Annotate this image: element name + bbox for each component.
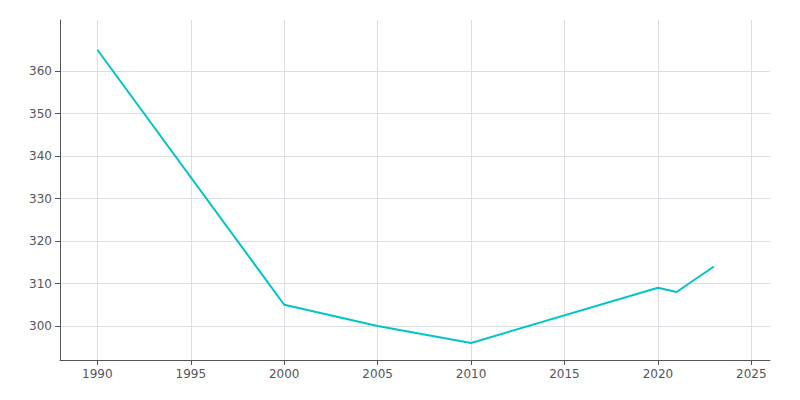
svg-text:2025: 2025: [736, 367, 767, 381]
svg-text:310: 310: [29, 277, 52, 291]
svg-text:2000: 2000: [269, 367, 300, 381]
svg-text:1995: 1995: [176, 367, 207, 381]
svg-text:350: 350: [29, 107, 52, 121]
svg-text:1990: 1990: [82, 367, 113, 381]
svg-text:2020: 2020: [643, 367, 674, 381]
svg-text:2005: 2005: [362, 367, 393, 381]
svg-text:360: 360: [29, 64, 52, 78]
svg-text:320: 320: [29, 234, 52, 248]
svg-text:340: 340: [29, 149, 52, 163]
svg-text:330: 330: [29, 192, 52, 206]
svg-text:2010: 2010: [456, 367, 487, 381]
svg-text:300: 300: [29, 319, 52, 333]
svg-text:2015: 2015: [549, 367, 580, 381]
